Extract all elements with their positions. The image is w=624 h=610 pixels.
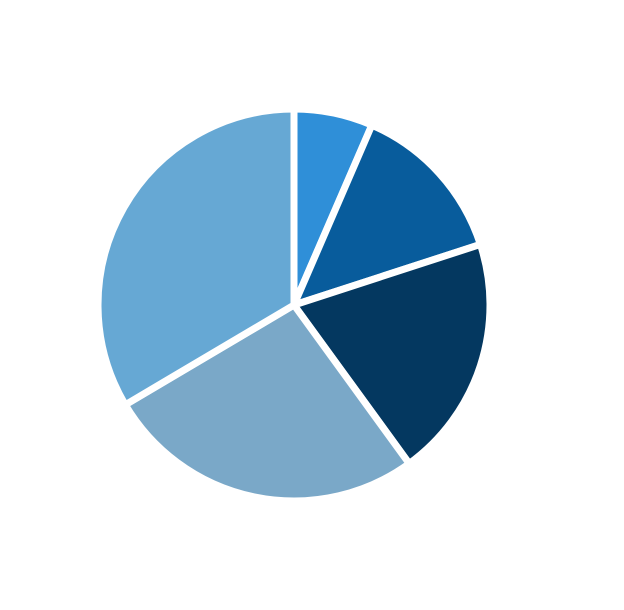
pie-slice-5 xyxy=(94,105,298,410)
pie-slice-3 xyxy=(288,240,494,469)
pie-slice-4 xyxy=(120,300,415,505)
pie-slices xyxy=(94,105,494,505)
pie-slice-2 xyxy=(287,120,485,311)
